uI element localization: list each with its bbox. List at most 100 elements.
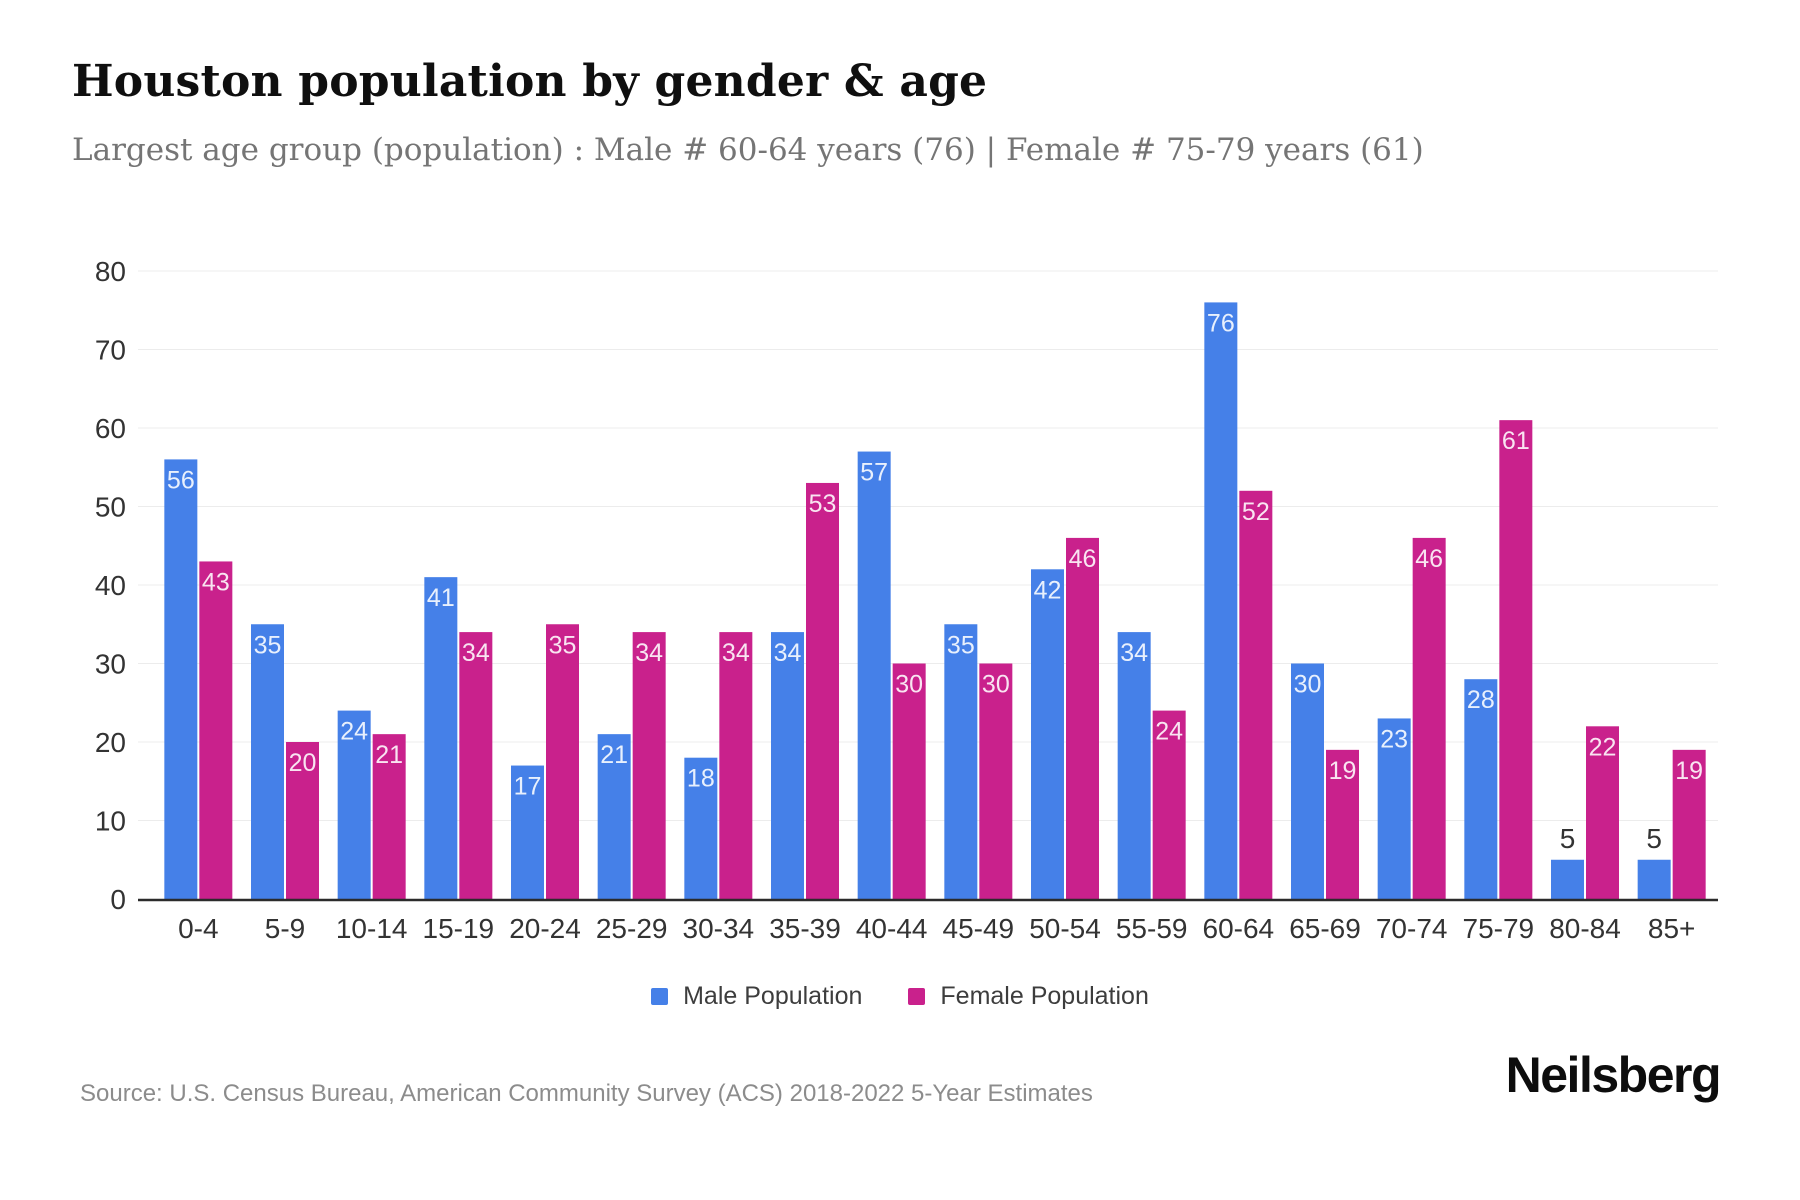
bar-male-85+[interactable] <box>1637 859 1671 899</box>
bar-male-35-39[interactable] <box>771 632 804 899</box>
bar-male-65-69[interactable] <box>1291 663 1324 900</box>
bar-female-40-44[interactable] <box>892 663 926 900</box>
x-tick-label-0-4: 0-4 <box>178 913 218 944</box>
y-tick-label-20: 20 <box>95 727 126 758</box>
y-tick-label-30: 30 <box>95 649 126 680</box>
bar-female-0-4[interactable] <box>199 561 233 899</box>
bar-value-label: 46 <box>1069 545 1097 573</box>
x-tick-label-55-59: 55-59 <box>1116 913 1188 944</box>
x-tick-label-40-44: 40-44 <box>856 913 928 944</box>
bar-value-label: 30 <box>895 671 923 699</box>
bar-female-10-14[interactable] <box>372 734 406 899</box>
y-tick-label-80: 80 <box>95 256 126 287</box>
x-tick-label-70-74: 70-74 <box>1376 913 1448 944</box>
x-tick-label-5-9: 5-9 <box>265 913 305 944</box>
chart-subtitle: Largest age group (population) : Male # … <box>72 132 1424 168</box>
bar-value-label: 21 <box>375 741 403 769</box>
bar-value-label: 56 <box>167 466 195 494</box>
bar-value-label: 46 <box>1415 545 1443 573</box>
bar-male-0-4[interactable] <box>164 459 198 899</box>
x-tick-label-65-69: 65-69 <box>1289 913 1361 944</box>
bar-female-55-59[interactable] <box>1152 710 1186 899</box>
bar-value-label: 19 <box>1329 757 1357 785</box>
bar-female-30-34[interactable] <box>719 632 753 899</box>
bar-male-25-29[interactable] <box>597 734 631 899</box>
bar-female-80-84[interactable] <box>1586 726 1619 899</box>
x-tick-label-45-49: 45-49 <box>943 913 1015 944</box>
bar-female-75-79[interactable] <box>1499 420 1533 899</box>
bar-female-20-24[interactable] <box>546 624 579 899</box>
bar-male-10-14[interactable] <box>337 710 371 899</box>
bar-male-15-19[interactable] <box>424 577 458 899</box>
bar-male-5-9[interactable] <box>251 624 284 899</box>
bar-male-20-24[interactable] <box>511 765 544 899</box>
bar-value-label: 35 <box>549 631 577 659</box>
x-tick-label-30-34: 30-34 <box>683 913 755 944</box>
source-note: Source: U.S. Census Bureau, American Com… <box>80 1080 1093 1107</box>
x-tick-label-85+: 85+ <box>1648 913 1696 944</box>
x-tick-label-25-29: 25-29 <box>596 913 668 944</box>
bar-value-label: 23 <box>1380 725 1408 753</box>
bar-value-label: 17 <box>514 773 542 801</box>
bar-value-label: 5 <box>1560 823 1576 854</box>
x-tick-label-50-54: 50-54 <box>1029 913 1101 944</box>
chart-legend: Male Population Female Population <box>0 982 1800 1011</box>
bar-value-label: 24 <box>340 718 368 746</box>
bar-value-label: 35 <box>254 631 282 659</box>
bar-value-label: 20 <box>289 749 317 777</box>
bar-male-30-34[interactable] <box>684 757 718 899</box>
legend-swatch <box>651 988 669 1005</box>
bar-value-label: 76 <box>1207 309 1235 337</box>
bar-female-35-39[interactable] <box>806 482 839 899</box>
bar-value-label: 41 <box>427 584 455 612</box>
bar-value-label: 43 <box>202 568 230 596</box>
bar-male-80-84[interactable] <box>1551 859 1584 899</box>
legend-swatch <box>908 988 926 1005</box>
bar-male-75-79[interactable] <box>1464 679 1498 899</box>
bar-value-label: 30 <box>982 671 1010 699</box>
bar-male-40-44[interactable] <box>857 451 891 899</box>
x-tick-label-10-14: 10-14 <box>336 913 408 944</box>
x-tick-label-35-39: 35-39 <box>769 913 841 944</box>
bar-value-label: 19 <box>1675 757 1703 785</box>
y-tick-label-50: 50 <box>95 492 126 523</box>
bar-value-label: 28 <box>1467 686 1495 714</box>
bar-male-50-54[interactable] <box>1031 569 1064 899</box>
bar-male-70-74[interactable] <box>1377 718 1411 899</box>
bar-value-label: 5 <box>1646 823 1662 854</box>
legend-item-female-population[interactable]: Female Population <box>908 982 1149 1011</box>
bar-male-60-64[interactable] <box>1204 302 1238 899</box>
bar-female-5-9[interactable] <box>286 742 319 899</box>
x-tick-label-20-24: 20-24 <box>509 913 581 944</box>
y-tick-label-10: 10 <box>95 806 126 837</box>
bar-value-label: 18 <box>687 765 715 793</box>
bar-female-85+[interactable] <box>1672 749 1706 899</box>
bar-female-70-74[interactable] <box>1412 537 1446 899</box>
bar-value-label: 53 <box>809 490 837 518</box>
y-tick-label-70: 70 <box>95 335 126 366</box>
bar-female-60-64[interactable] <box>1239 490 1273 899</box>
y-tick-label-40: 40 <box>95 570 126 601</box>
bar-value-label: 52 <box>1242 498 1270 526</box>
legend-item-male-population[interactable]: Male Population <box>651 982 862 1011</box>
y-tick-label-0: 0 <box>110 884 126 915</box>
bar-female-15-19[interactable] <box>459 632 493 899</box>
bar-value-label: 35 <box>947 631 975 659</box>
brand-logo: Neilsberg <box>1505 1047 1722 1103</box>
bar-value-label: 34 <box>635 639 663 667</box>
y-tick-label-60: 60 <box>95 413 126 444</box>
bar-female-25-29[interactable] <box>632 632 666 899</box>
bar-value-label: 21 <box>600 741 628 769</box>
legend-label: Female Population <box>940 982 1149 1010</box>
x-tick-label-15-19: 15-19 <box>423 913 495 944</box>
bar-male-55-59[interactable] <box>1117 632 1151 899</box>
bar-female-65-69[interactable] <box>1326 749 1359 899</box>
bar-male-45-49[interactable] <box>944 624 978 899</box>
bar-value-label: 34 <box>462 639 490 667</box>
bar-female-45-49[interactable] <box>979 663 1013 900</box>
bar-value-label: 34 <box>1120 639 1148 667</box>
x-tick-label-75-79: 75-79 <box>1463 913 1535 944</box>
bar-value-label: 42 <box>1034 576 1062 604</box>
bar-value-label: 34 <box>774 639 802 667</box>
bar-female-50-54[interactable] <box>1066 537 1099 899</box>
